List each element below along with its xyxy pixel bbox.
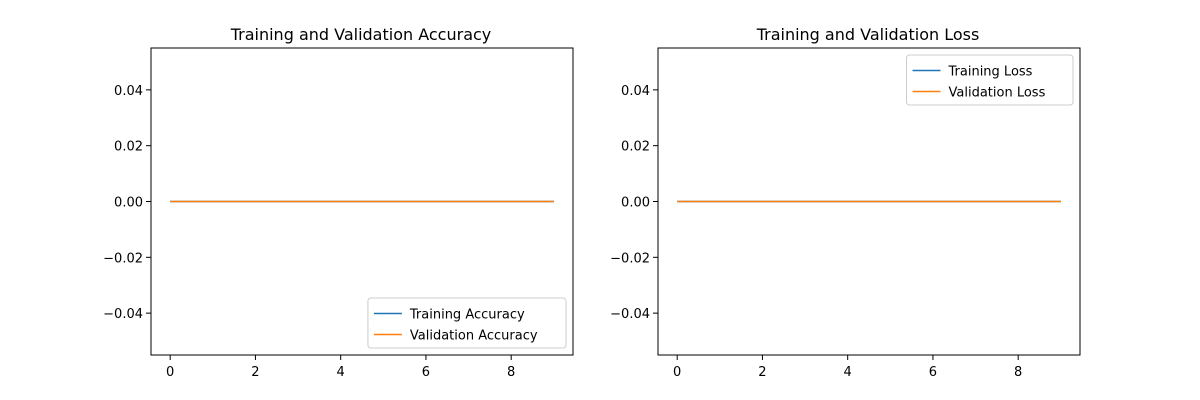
tick-group: 0 2 4 6 8 −0.04 −0.02 0.00 0.02 0.04: [610, 84, 1022, 380]
y-tick-label: −0.02: [103, 251, 143, 266]
legend-box: [906, 54, 1074, 106]
y-tick-label: 0.04: [621, 84, 650, 99]
x-tick-label: 6: [929, 365, 937, 380]
y-tick-label: −0.04: [103, 307, 143, 322]
legend-label: Validation Accuracy: [410, 329, 538, 344]
x-tick-label: 0: [673, 365, 681, 380]
y-tick-label: −0.04: [610, 307, 650, 322]
x-tick-label: 6: [422, 365, 430, 380]
accuracy-chart: Training and Validation Accuracy 0 2 4 6 8 −0…: [103, 25, 574, 380]
y-tick-label: 0.04: [114, 84, 143, 99]
x-tick-label: 2: [758, 365, 766, 380]
legend-box: [367, 297, 567, 349]
y-tick-label: −0.02: [610, 251, 650, 266]
legend-label: Training Loss: [948, 65, 1033, 80]
legend: Training Accuracy Validation Accuracy: [367, 297, 567, 349]
y-tick-label: 0.02: [114, 140, 143, 155]
legend-label: Validation Loss: [949, 86, 1046, 101]
legend-label: Training Accuracy: [409, 308, 525, 323]
x-tick-label: 0: [166, 365, 174, 380]
y-tick-label: 0.00: [621, 196, 650, 211]
chart-title: Training and Validation Accuracy: [230, 25, 492, 44]
loss-chart: Training and Validation Loss 0 2 4 6 8 −0.04 −…: [610, 25, 1081, 380]
y-tick-label: 0.00: [114, 196, 143, 211]
tick-group: 0 2 4 6 8 −0.04 −0.02 0.00 0.02 0.04: [103, 84, 515, 380]
x-tick-label: 8: [1014, 365, 1022, 380]
chart-title: Training and Validation Loss: [756, 25, 980, 44]
legend: Training Loss Validation Loss: [906, 54, 1074, 106]
x-tick-label: 4: [337, 365, 345, 380]
plot-area-frame: [150, 47, 574, 356]
y-tick-label: 0.02: [621, 140, 650, 155]
x-tick-label: 4: [844, 365, 852, 380]
x-tick-label: 2: [251, 365, 259, 380]
x-tick-label: 8: [507, 365, 515, 380]
plot-area-frame: [657, 47, 1081, 356]
